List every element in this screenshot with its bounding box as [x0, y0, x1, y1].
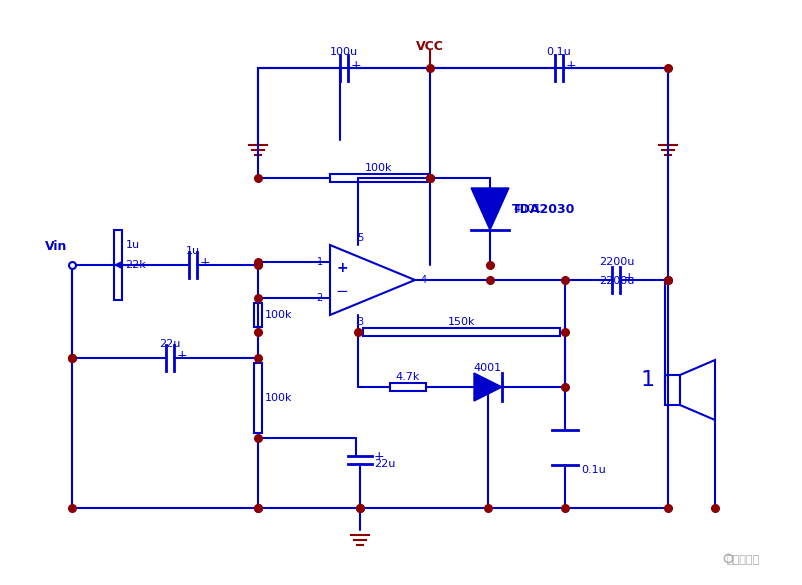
Text: 22k: 22k [125, 260, 146, 270]
Text: VCC: VCC [415, 40, 444, 53]
Text: 150k: 150k [448, 317, 475, 327]
Text: +: + [350, 59, 361, 72]
Text: 22u: 22u [374, 459, 395, 469]
Text: +: + [200, 256, 210, 269]
Text: 3: 3 [357, 317, 363, 327]
Text: +: + [622, 271, 634, 284]
Text: 电路一点通: 电路一点通 [726, 555, 759, 565]
Polygon shape [471, 188, 508, 230]
Polygon shape [679, 360, 714, 420]
Bar [664, 375, 679, 405]
Bar [253, 303, 261, 327]
Bar [363, 328, 559, 336]
Text: 100k: 100k [265, 310, 292, 320]
Bar [330, 174, 427, 182]
Bar [253, 363, 261, 433]
Text: 1u: 1u [126, 240, 140, 250]
Text: 2: 2 [316, 293, 322, 303]
Text: TDA2030: TDA2030 [512, 204, 575, 216]
Bar [114, 230, 122, 300]
Text: 0.1u: 0.1u [581, 465, 605, 475]
Text: 1: 1 [640, 370, 654, 390]
Text: 5: 5 [356, 233, 363, 243]
Text: +: + [565, 59, 576, 72]
Text: +: + [374, 449, 384, 463]
Text: 4001: 4001 [513, 204, 541, 214]
Text: Vin: Vin [45, 240, 67, 253]
Bar [390, 383, 426, 391]
Text: 1: 1 [317, 257, 322, 267]
Polygon shape [473, 373, 501, 401]
Text: 2200u: 2200u [598, 257, 634, 267]
Text: 0.1u: 0.1u [546, 47, 571, 57]
Text: 100k: 100k [365, 163, 392, 173]
Text: 4001: 4001 [473, 363, 501, 373]
Text: +: + [176, 349, 188, 362]
Polygon shape [330, 245, 415, 315]
Text: 100u: 100u [330, 47, 358, 57]
Text: 4: 4 [420, 275, 427, 285]
Text: 2200u: 2200u [598, 276, 634, 286]
Text: 22u: 22u [159, 339, 180, 349]
Text: −: − [335, 284, 348, 300]
Text: 4.7k: 4.7k [395, 372, 419, 382]
Text: 100k: 100k [265, 393, 292, 403]
Text: +: + [336, 261, 347, 275]
Text: 1u: 1u [186, 246, 200, 256]
